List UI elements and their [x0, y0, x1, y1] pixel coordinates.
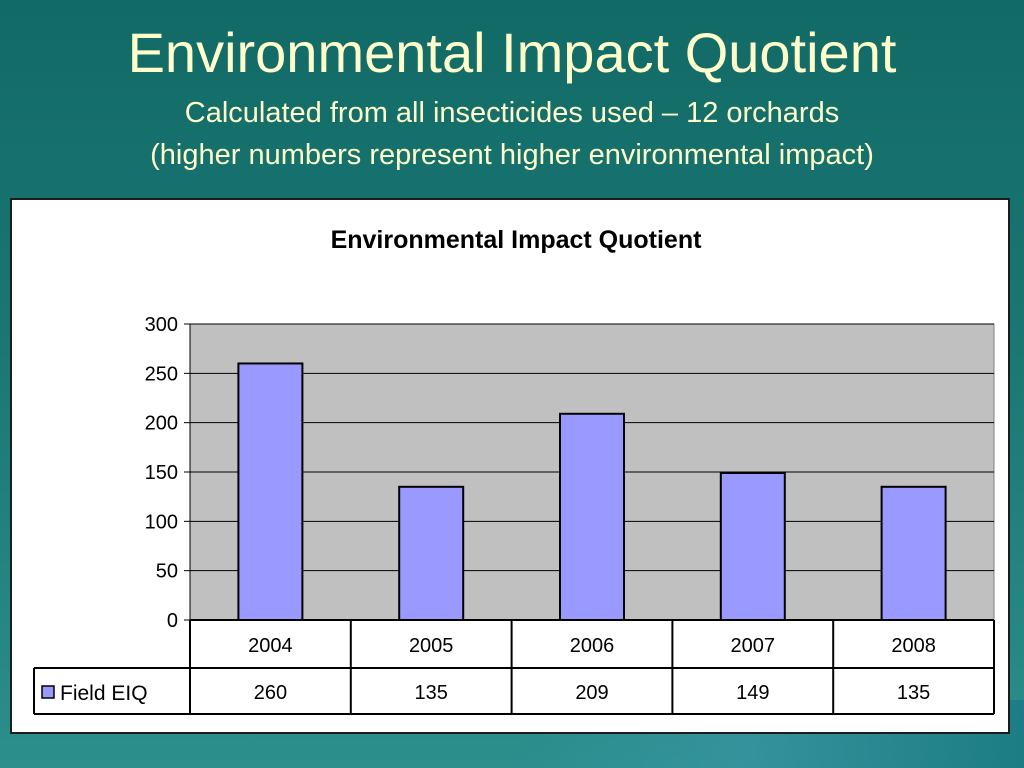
data-label: 135: [897, 682, 930, 704]
legend-swatch: [41, 685, 55, 699]
y-tick-label: 200: [145, 413, 178, 435]
y-tick-label: 300: [145, 314, 178, 336]
y-tick-label: 100: [145, 511, 178, 533]
slide-title: Environmental Impact Quotient: [127, 21, 897, 84]
bar: [719, 471, 786, 621]
slide-subtitle-line-1: Calculated from all insecticides used – …: [184, 97, 840, 129]
bar: [398, 485, 465, 621]
x-tick-label: 2005: [409, 635, 454, 657]
bar: [237, 362, 304, 621]
y-tick-label: 250: [145, 363, 178, 385]
chart-title: Environmental Impact Quotient: [331, 226, 703, 254]
data-label: 260: [254, 682, 287, 704]
bar: [559, 412, 625, 621]
chart-container: Environmental Impact Quotient 0 50 100 150 2…: [10, 198, 1010, 734]
x-tick-label: 2004: [248, 635, 293, 657]
x-tick-label: 2006: [570, 635, 615, 657]
y-tick-label: 0: [167, 610, 178, 632]
data-label: 209: [575, 682, 608, 704]
bar-chart: Environmental Impact Quotient 0 50 100 150 2…: [33, 226, 995, 715]
data-label: 149: [736, 682, 769, 704]
y-tick-label: 50: [156, 561, 178, 583]
x-tick-label: 2008: [891, 635, 936, 657]
x-tick-label: 2007: [731, 635, 776, 657]
legend-label: Field EIQ: [60, 682, 148, 705]
bar: [880, 485, 947, 621]
slide-subtitle-line-2: (higher numbers represent higher environ…: [150, 139, 874, 171]
y-tick-label: 150: [145, 462, 178, 484]
data-label: 135: [415, 682, 448, 704]
